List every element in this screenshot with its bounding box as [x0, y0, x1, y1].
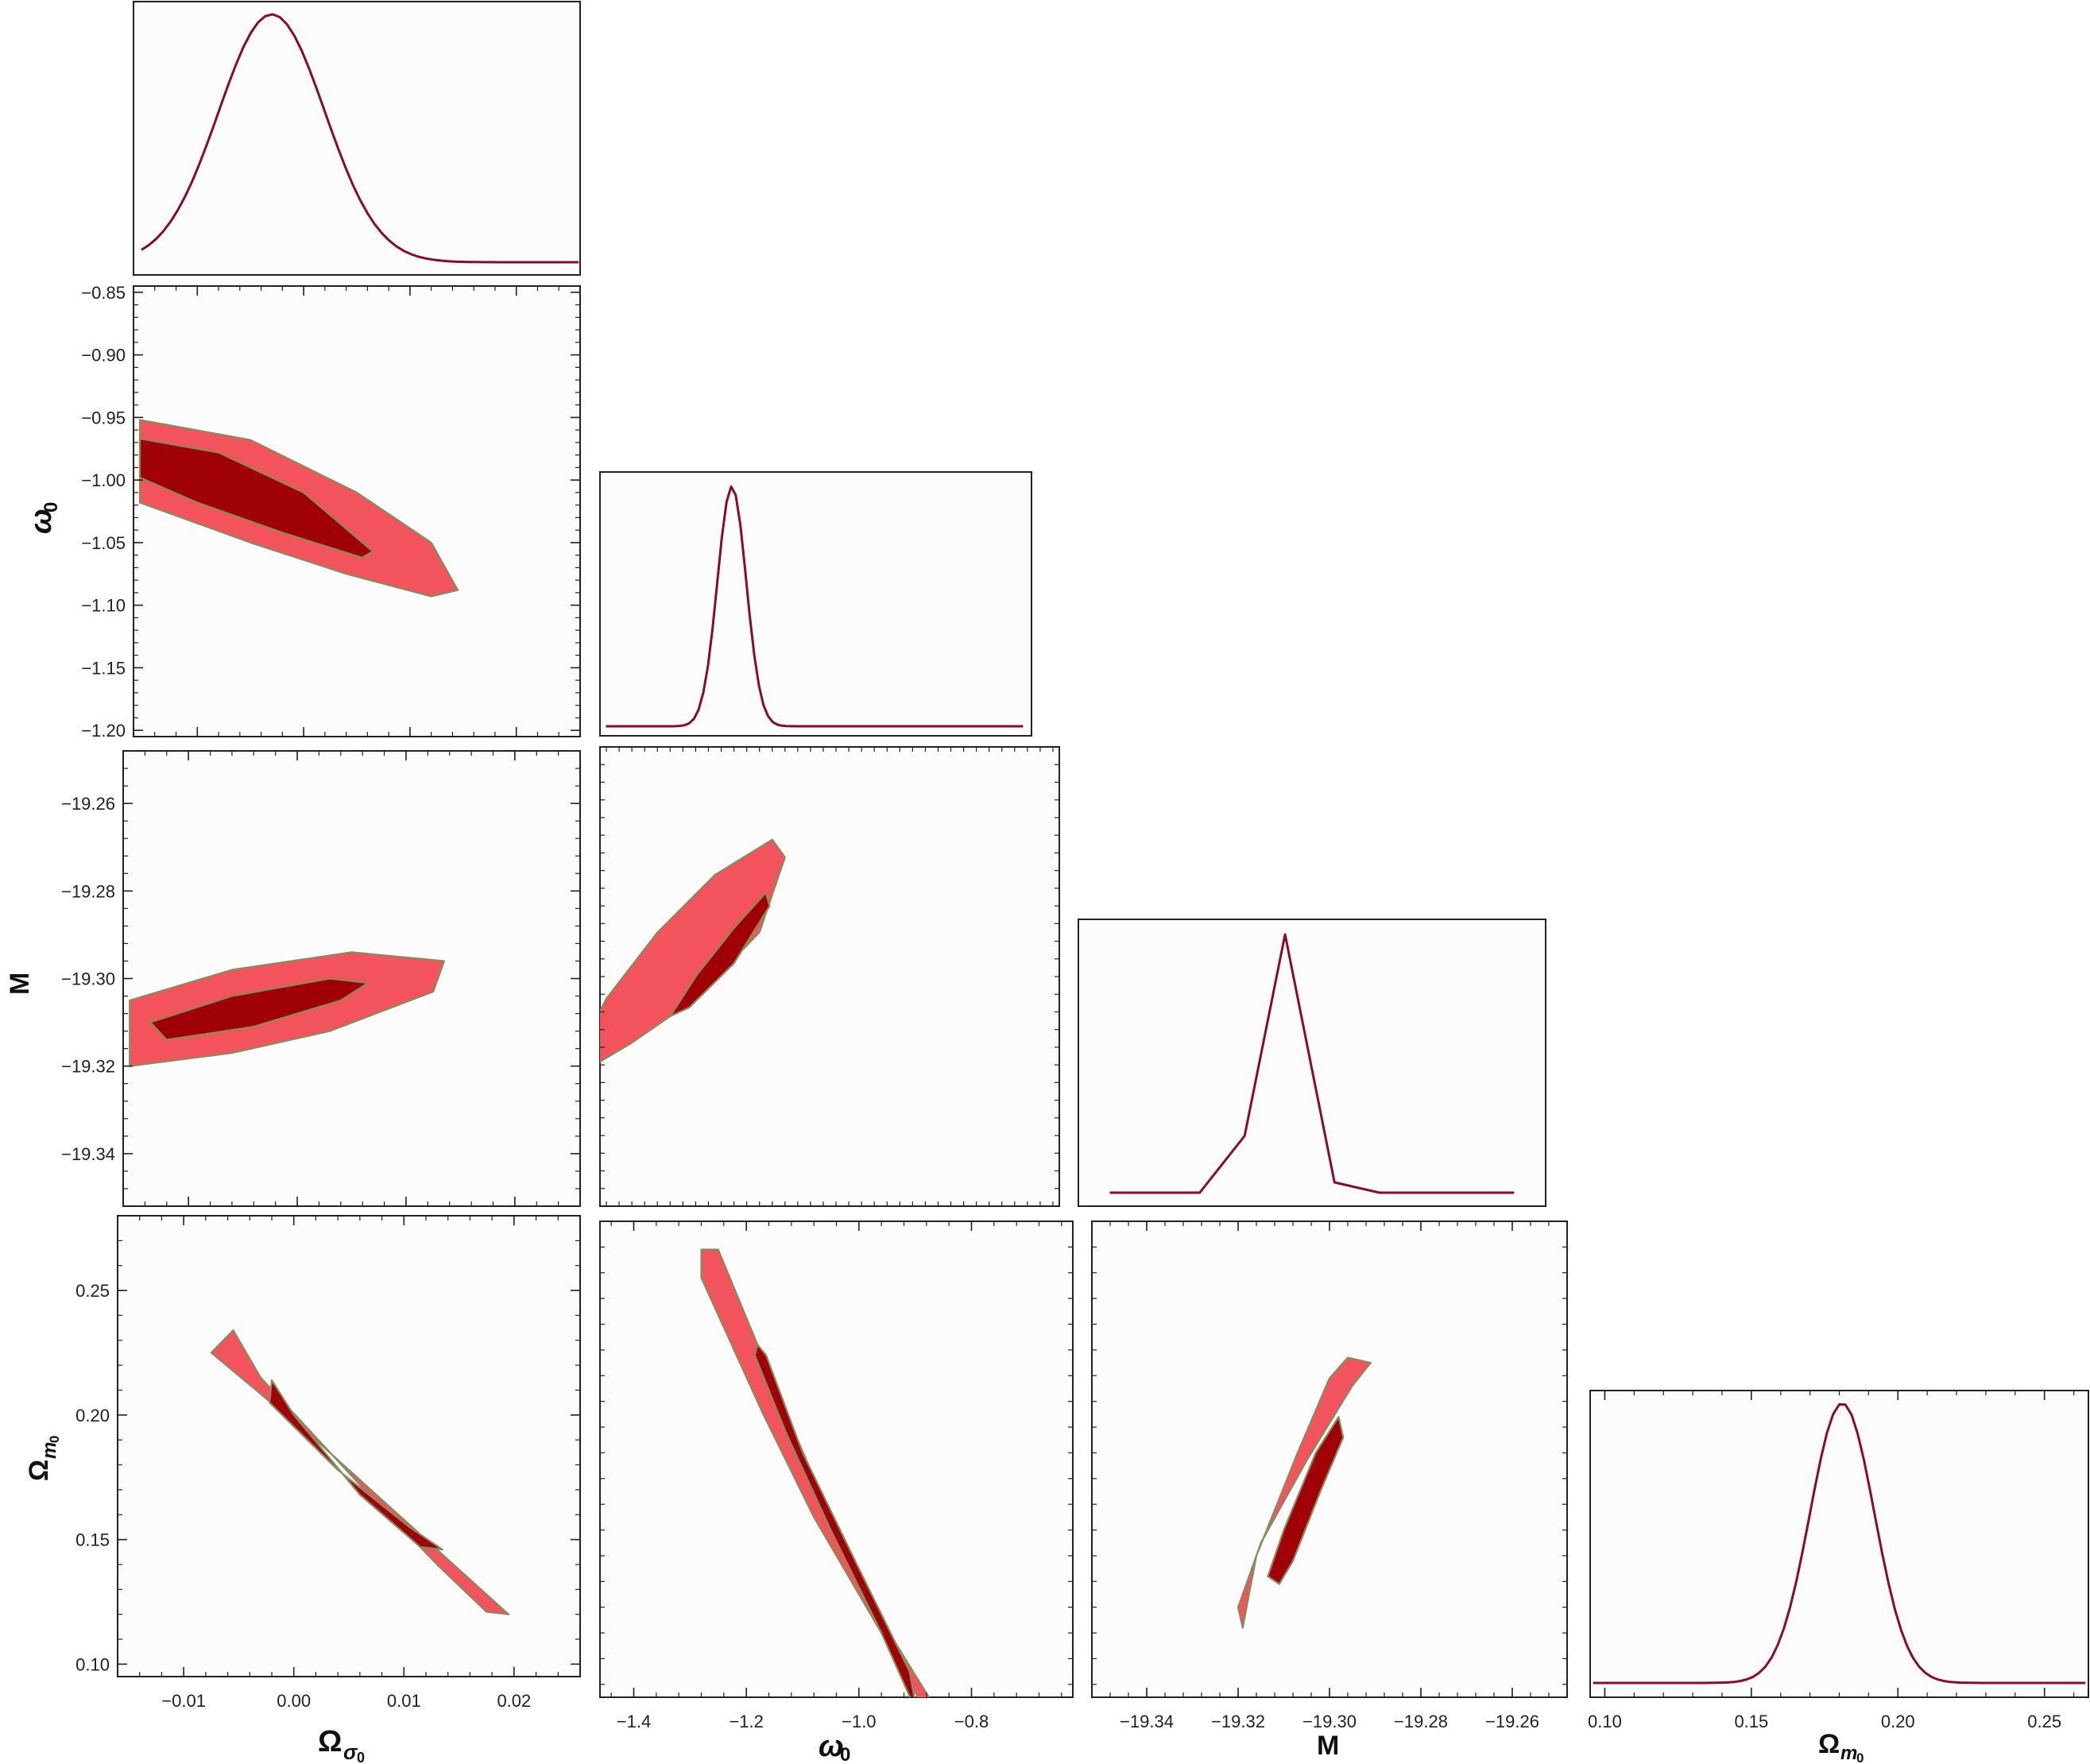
diag-panel-M: [1078, 919, 1546, 1207]
panel-w0-vs-omega-m0: −1.4 −1.2 −1.0 −0.8: [599, 1220, 1074, 1731]
M-vs-omega-m0-x-tick-label: −19.30: [1302, 1712, 1357, 1731]
w0-vs-M-outer-region: [600, 838, 786, 1063]
diag-panel-M-frame: [1078, 919, 1546, 1207]
svg-text:Ω: Ω: [318, 1725, 342, 1758]
omega-sigma0-vs-w0-y-tick-label: −1.20: [81, 721, 126, 741]
svg-text:ω: ω: [819, 1730, 844, 1763]
svg-text:Ω: Ω: [24, 1460, 54, 1481]
omega-sigma0-vs-w0-inner-region: [138, 438, 374, 559]
marginal-curve-M: [1109, 933, 1515, 1194]
svg-text:M: M: [1317, 1731, 1339, 1761]
ylabel-M: M: [5, 973, 35, 995]
ylabel-w0: ω 0: [25, 502, 62, 534]
diag-panel-omega-m0-frame: [1589, 1390, 2089, 1698]
diag-panel-w0: [599, 471, 1032, 737]
w0-vs-omega-m0-x-tick-label: −1.4: [617, 1712, 651, 1731]
svg-text:0: 0: [41, 502, 62, 513]
w0-vs-omega-m0-contours: [700, 1248, 931, 1697]
panels-layer: 0.10 0.15 0.20 0.25 −0.85 −0.90 −0.95 −1.00 −1.0…: [61, 1, 2089, 1731]
diag-panel-omega-m0: 0.10 0.15 0.20 0.25: [1588, 1390, 2089, 1731]
w0-vs-M-inner-region: [669, 892, 771, 1018]
M-vs-omega-m0-x-tick-label: −19.32: [1211, 1712, 1265, 1731]
xlabel-w0: ω 0: [819, 1730, 850, 1764]
panel-omega-sigma0-vs-w0: −0.85 −0.90 −0.95 −1.00 −1.05 −1.10 −1.15 −1.20: [81, 283, 581, 741]
omega-sigma0-vs-omega-m0-y-tick-label: 0.10: [75, 1654, 110, 1674]
panel-omega-sigma0-vs-M: −19.26 −19.28 −19.30 −19.32 −19.34: [61, 750, 581, 1207]
svg-text:σ: σ: [343, 1740, 358, 1764]
xlabel-M: M: [1317, 1731, 1339, 1761]
omega-sigma0-vs-w0-y-tick-label: −1.10: [81, 596, 126, 616]
panel-w0-vs-M: [599, 746, 1060, 1207]
M-vs-omega-m0-inner-region: [1267, 1416, 1345, 1585]
panel-omega-sigma0-vs-omega-m0: −0.01 0.00 0.01 0.02 0.25 0.20 0.15 0.10: [75, 1215, 581, 1711]
omega-sigma0-vs-w0-y-tick-label: −1.05: [81, 533, 126, 553]
omega-sigma0-vs-omega-m0-x-tick-label: 0.02: [497, 1691, 531, 1711]
panel-omega-sigma0-vs-omega-m0-frame: [117, 1215, 581, 1677]
omega-sigma0-vs-M-y-tick-label: −19.28: [61, 881, 115, 901]
omega-sigma0-vs-M-y-tick-label: −19.30: [61, 969, 115, 989]
omega-sigma0-vs-omega-m0-x-tick-label: 0.01: [387, 1691, 421, 1711]
M-vs-omega-m0-contours: [1237, 1356, 1372, 1629]
svg-text:0: 0: [840, 1744, 850, 1764]
w0-vs-omega-m0-inner-region: [753, 1344, 915, 1697]
diag-panel-omega-sigma0: [133, 1, 581, 276]
M-vs-omega-m0-x-tick-label: −19.28: [1394, 1712, 1448, 1731]
svg-text:Ω: Ω: [1818, 1729, 1840, 1759]
omega-sigma0-vs-omega-m0-contours: [210, 1329, 509, 1615]
omega-sigma0-vs-M-y-tick-label: −19.34: [61, 1144, 115, 1164]
omega-sigma0-vs-omega-m0-y-tick-label: 0.25: [75, 1281, 110, 1301]
diag-panel-w0-frame: [599, 471, 1032, 737]
svg-text:m: m: [39, 1442, 60, 1459]
omega-sigma0-vs-w0-contours: [138, 419, 459, 598]
M-vs-omega-m0-outer-region: [1237, 1356, 1372, 1629]
omega-sigma0-vs-omega-m0-y-tick-label: 0.15: [75, 1530, 110, 1550]
svg-text:0: 0: [1856, 1750, 1864, 1764]
x-omega-m0-tick-label: 0.15: [1734, 1712, 1768, 1731]
ylabel-omega-m0: Ω m 0: [24, 1436, 62, 1481]
w0-vs-omega-m0-x-tick-label: −1.2: [729, 1712, 763, 1731]
w0-vs-omega-m0-x-tick-label: −0.8: [954, 1712, 989, 1731]
svg-text:0: 0: [47, 1436, 62, 1443]
marginal-curve-omega-sigma0: [141, 13, 579, 264]
marginal-curve-omega-m0: [1593, 1403, 2086, 1685]
omega-sigma0-vs-omega-m0-x-tick-label: −0.01: [161, 1691, 206, 1711]
w0-vs-M-contours: [600, 838, 786, 1063]
x-omega-m0-tick-label: 0.20: [1881, 1712, 1915, 1731]
M-vs-omega-m0-x-tick-label: −19.26: [1485, 1712, 1539, 1731]
omega-sigma0-vs-w0-y-tick-label: −0.95: [81, 408, 126, 427]
x-omega-m0-tick-label: 0.25: [2027, 1712, 2061, 1731]
omega-sigma0-vs-M-inner-region: [149, 977, 370, 1041]
omega-sigma0-vs-omega-m0-y-tick-label: 0.20: [75, 1406, 110, 1426]
omega-sigma0-vs-w0-y-tick-label: −0.90: [81, 346, 126, 366]
xlabel-omega-sigma0: Ω σ 0: [318, 1725, 365, 1764]
panel-w0-vs-omega-m0-frame: [599, 1220, 1074, 1698]
omega-sigma0-vs-omega-m0-outer-region: [210, 1329, 509, 1615]
svg-text:0: 0: [357, 1750, 365, 1764]
omega-sigma0-vs-w0-y-tick-label: −0.85: [81, 283, 126, 303]
panel-M-vs-omega-m0: −19.34 −19.32 −19.30 −19.28 −19.26: [1091, 1220, 1568, 1731]
omega-sigma0-vs-M-y-tick-label: −19.32: [61, 1057, 115, 1077]
svg-text:ω: ω: [25, 509, 58, 534]
M-vs-omega-m0-x-tick-label: −19.34: [1120, 1712, 1174, 1731]
omega-sigma0-vs-M-contours: [129, 951, 445, 1067]
w0-vs-omega-m0-x-tick-label: −1.0: [842, 1712, 876, 1731]
omega-sigma0-vs-M-y-tick-label: −19.26: [61, 794, 115, 814]
omega-sigma0-vs-omega-m0-x-tick-label: 0.00: [277, 1691, 311, 1711]
x-omega-m0-tick-label: 0.10: [1588, 1712, 1622, 1731]
omega-sigma0-vs-w0-y-tick-label: −1.15: [81, 658, 126, 678]
diag-panel-omega-sigma0-frame: [133, 1, 581, 276]
svg-text:M: M: [5, 973, 35, 995]
omega-sigma0-vs-omega-m0-inner-region: [269, 1379, 443, 1551]
xlabel-omega-m0: Ω m 0: [1818, 1729, 1864, 1764]
svg-text:m: m: [1840, 1743, 1857, 1764]
marginal-curve-w0: [606, 485, 1024, 728]
omega-sigma0-vs-w0-y-tick-label: −1.00: [81, 470, 126, 490]
